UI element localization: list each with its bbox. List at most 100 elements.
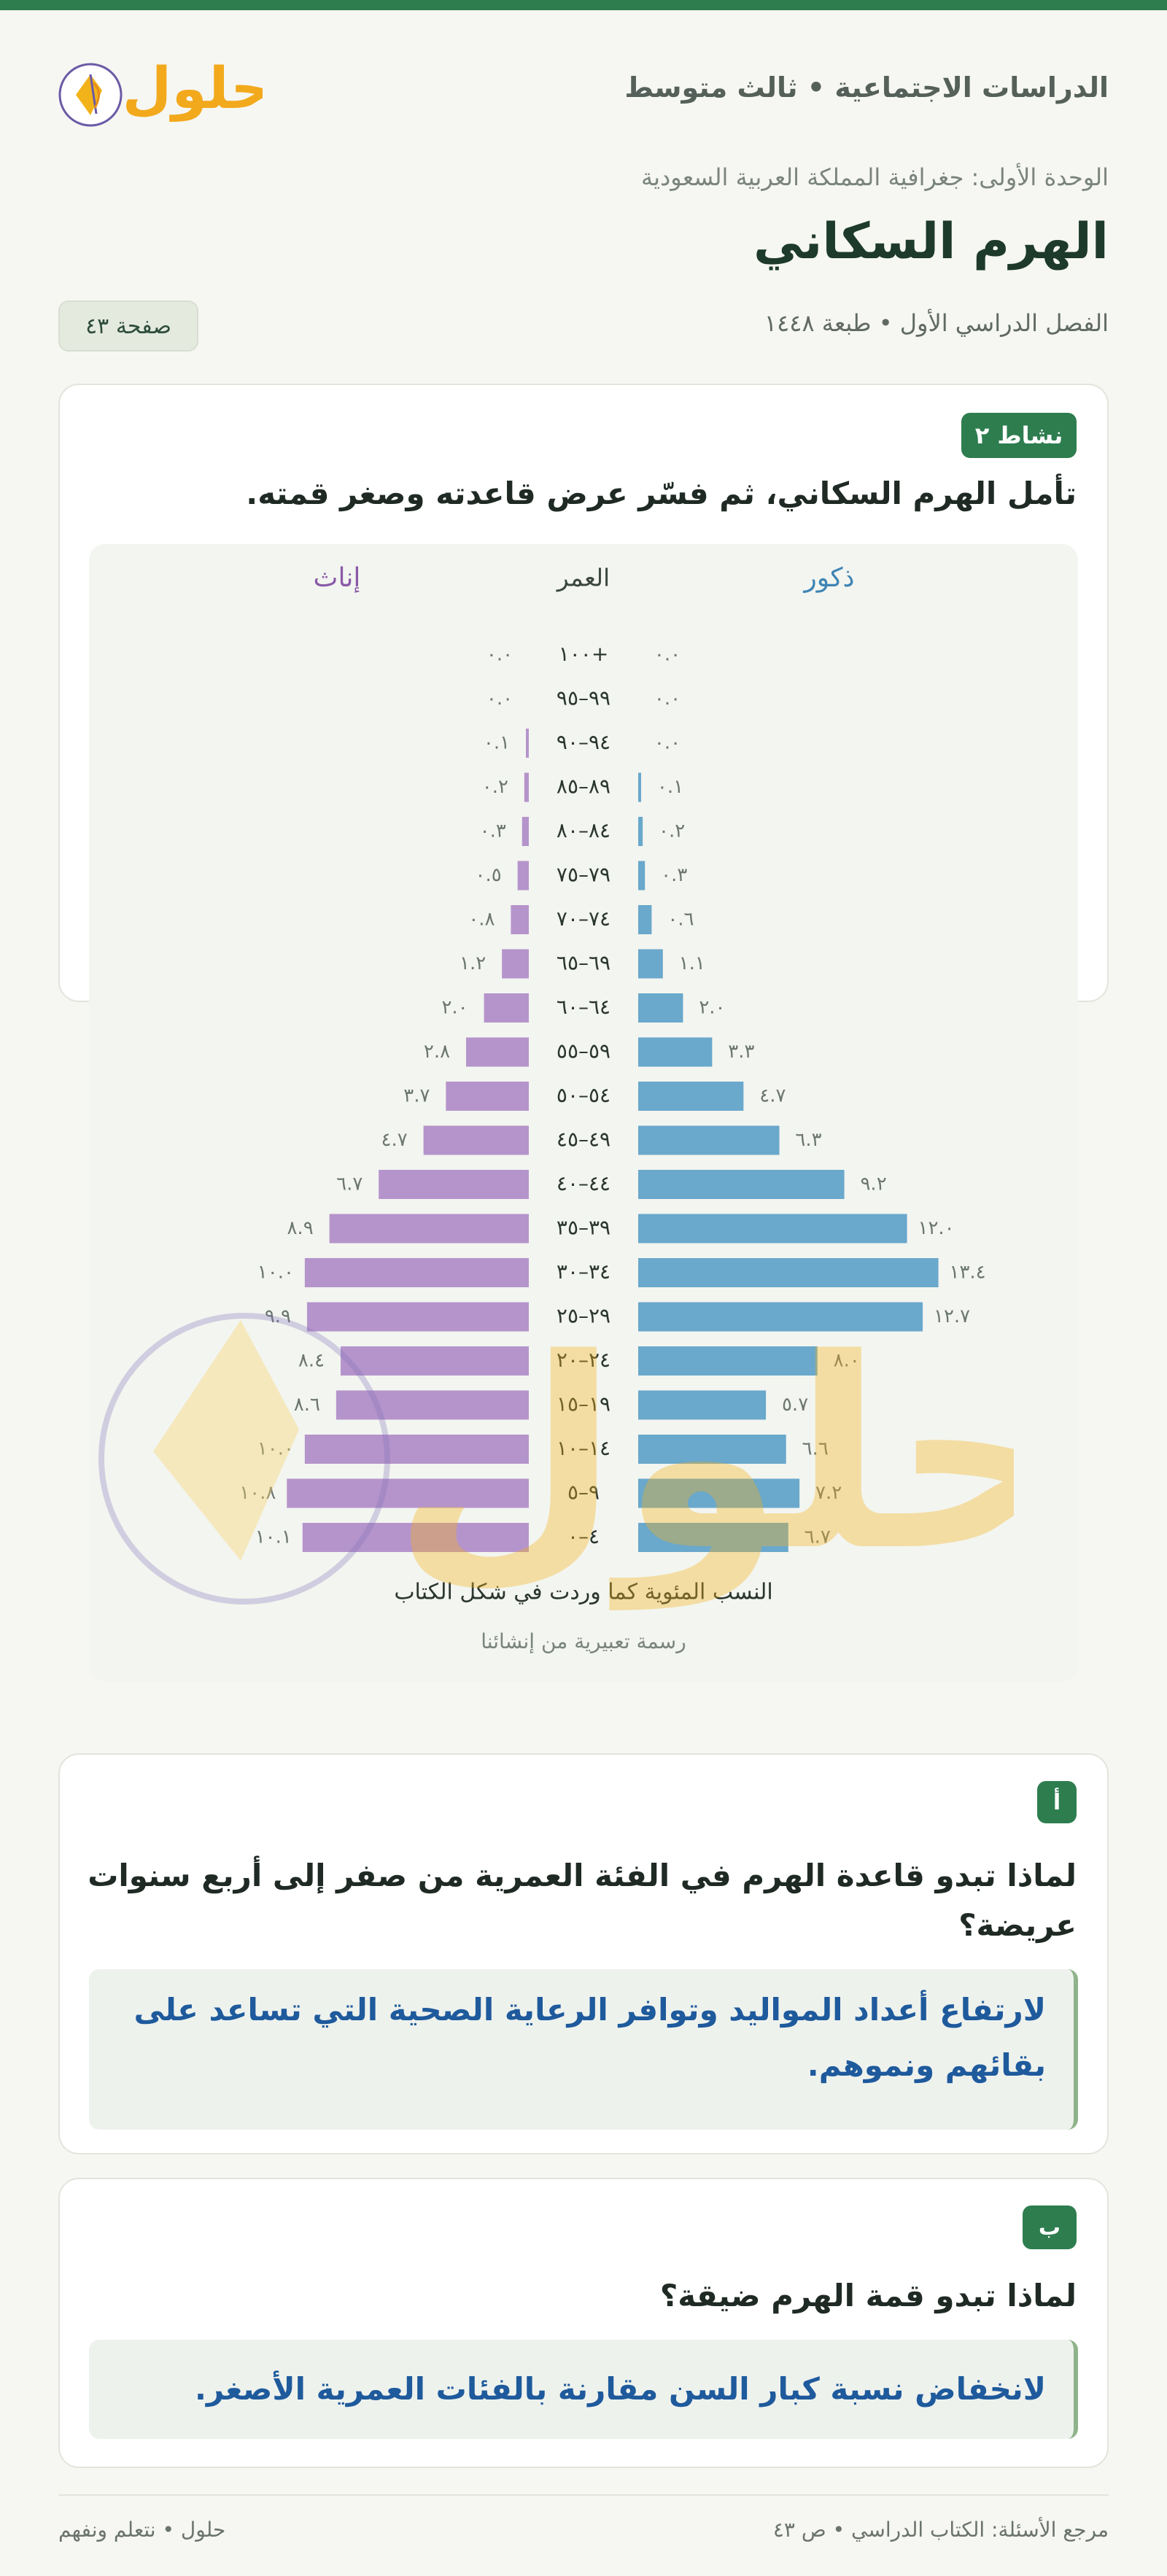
question-a-tag: أ [1037,1781,1077,1823]
age-tick-label: ٨٩–٨٥ [557,775,610,799]
male-bar [638,817,643,846]
female-data-label: ٤.٧ [381,1129,408,1151]
question-b-tag: ب [1023,2205,1077,2249]
male-data-label: ٣.٣ [728,1041,754,1063]
question-a-text: لماذا تبدو قاعدة الهرم في الفئة العمرية … [88,1858,1077,1943]
page-title: الهرم السكاني [753,213,1109,271]
female-data-label: ٦.٧ [336,1173,362,1195]
male-bar [638,1302,923,1332]
female-bar [511,905,529,934]
female-bar [329,1214,529,1244]
male-data-label: ١٣.٤ [949,1262,985,1284]
female-data-label: ٠.١ [484,732,510,754]
female-data-label: ٠.٨ [468,909,495,931]
brand-logo[interactable]: حلول [58,48,263,128]
age-tick-label: ٤٩–٤٥ [557,1128,610,1152]
age-tick-label: ٤٤–٤٠ [557,1171,610,1195]
chart-caption: النسب المئوية كما وردت في شكل الكتاب [394,1580,772,1605]
male-bar [638,993,683,1023]
male-bar [638,1390,767,1420]
female-data-label: ٩.٩ [265,1306,291,1327]
female-bar [287,1478,529,1508]
age-tick-label: ٧٤–٧٠ [557,907,610,931]
male-data-label: ١٢.٧ [934,1306,970,1327]
female-bar [484,993,529,1023]
female-bar [446,1082,529,1111]
page-header: حلول الدراسات الاجتماعية • ثالث متوسط [58,48,1109,128]
age-tick-label: ٩٤–٩٠ [557,730,610,754]
female-bar [517,861,529,891]
female-bar [423,1125,529,1155]
male-data-label: ٥.٧ [782,1394,808,1416]
female-data-label: ١٠.٨ [239,1482,276,1504]
male-data-label: ٠.٠ [654,688,681,710]
female-bar [336,1390,529,1420]
age-tick-label: +١٠٠ [559,642,609,666]
male-bar [638,1478,800,1508]
male-data-label: ٠.٦ [667,909,694,931]
brand-name: حلول [123,56,263,122]
female-data-label: ٠.٠ [486,688,513,710]
male-data-label: ٦.٦ [802,1438,829,1460]
age-tick-label: ٢٩–٢٥ [557,1304,610,1328]
answer-b-box: لانخفاض نسبة كبار السن مقارنة بالفئات ال… [89,2340,1078,2439]
chart-panel: ذكور العمر إناث +١٠٠ ٠.٠ ٠.٠ ٩٩–٩٥ ٠.٠ ٠.٠ ٩٤–٩٠ ٠… [89,544,1078,1682]
female-data-label: ١٠.٠ [257,1262,294,1284]
female-data-label: ٨.٦ [294,1394,320,1416]
age-tick-label: ١٩–١٥ [557,1392,610,1416]
female-bar [379,1170,529,1199]
male-data-label: ٠.٠ [654,644,681,666]
age-tick-label: ١٤–١٠ [557,1436,610,1460]
age-tick-label: ٨٤–٨٠ [557,818,610,842]
male-bar [638,905,652,934]
answer-a-box: لارتفاع أعداد المواليد وتوافر الرعاية ال… [89,1969,1078,2130]
male-bar [638,1258,939,1287]
female-bar [524,772,529,802]
male-header: ذكور [802,563,854,593]
female-data-label: ٢.٨ [424,1041,450,1063]
male-data-label: ٢.٠ [699,997,725,1019]
age-tick-label: ٢٤–٢٠ [557,1348,610,1372]
female-data-label: ٣.٧ [403,1085,430,1107]
age-tick-label: ٧٩–٧٥ [557,863,610,887]
activity-question: تأمل الهرم السكاني، ثم فسّر عرض قاعدته و… [246,476,1077,511]
male-bar [638,861,645,891]
footer-slogan: حلول • نتعلم ونفهم [58,2518,226,2542]
age-tick-label: ٦٤–٦٠ [557,995,610,1019]
age-tick-label: ٥٩–٥٥ [557,1039,610,1063]
female-data-label: ٠.٣ [480,820,506,842]
question-b-text: لماذا تبدو قمة الهرم ضيقة؟ [659,2278,1077,2313]
female-bar [304,1435,529,1464]
male-data-label: ٤.٧ [759,1085,786,1107]
female-data-label: ٨.٩ [287,1217,314,1239]
age-tick-label: ٣٩–٣٥ [557,1216,610,1240]
female-data-label: ٢.٠ [441,997,468,1019]
age-tick-label: ٣٤–٣٠ [557,1260,610,1284]
question-b-card: ب لماذا تبدو قمة الهرم ضيقة؟ لانخفاض نسب… [58,2178,1109,2468]
male-bar [638,1435,786,1464]
male-data-label: ٩.٢ [860,1173,886,1195]
age-tick-label: ٤–٠ [567,1524,600,1548]
female-bar [522,817,529,846]
male-data-label: ٠.٢ [659,820,685,842]
age-tick-label: ٩٩–٩٥ [557,686,610,710]
male-data-label: ٠.٣ [661,864,687,886]
male-data-label: ١٢.٠ [918,1217,954,1239]
female-bar [302,1523,529,1552]
age-tick-label: ٩–٥ [567,1481,600,1505]
female-data-label: ١.٢ [460,953,486,974]
male-data-label: ٦.٣ [795,1129,821,1151]
female-bar [306,1302,529,1332]
unit-label: الوحدة الأولى: جغرافية المملكة العربية ا… [640,163,1109,191]
male-data-label: ٦.٧ [805,1526,831,1548]
footer-reference: مرجع الأسئلة: الكتاب الدراسي • ص ٤٣ [772,2518,1109,2542]
male-bar [638,1037,713,1067]
female-data-label: ٠.٢ [482,776,508,798]
page-number-badge: صفحة ٤٣ [58,300,198,352]
female-bar [304,1258,529,1287]
top-accent-bar [0,0,1167,10]
male-data-label: ٧.٢ [815,1482,842,1504]
female-bar [502,949,529,979]
female-bar [526,729,529,758]
male-data-label: ٠.٠ [654,732,681,754]
